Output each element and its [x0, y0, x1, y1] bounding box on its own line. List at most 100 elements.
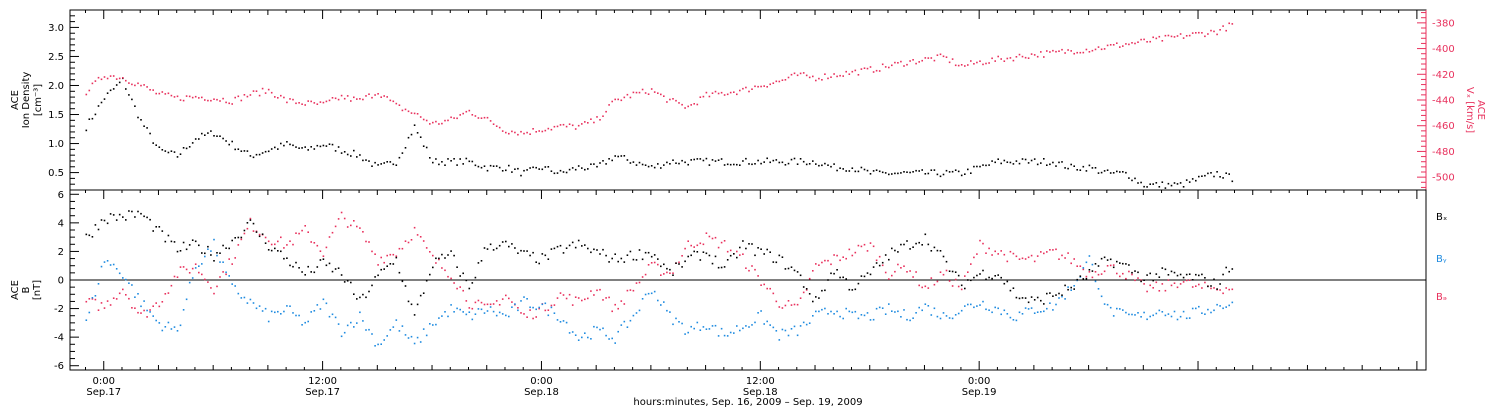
vx-point — [176, 95, 179, 98]
bx-point — [1088, 269, 1091, 271]
ion-density-point — [304, 146, 306, 148]
vx-point — [705, 91, 708, 94]
bx-point — [122, 216, 124, 218]
bx-point — [827, 279, 829, 281]
bz-point — [942, 273, 945, 276]
vx-point — [976, 61, 978, 64]
vx-point — [88, 89, 91, 92]
bx-point — [346, 280, 349, 282]
by-point — [447, 315, 449, 318]
by-point — [760, 310, 762, 312]
bx-point — [660, 265, 662, 268]
bx-point — [152, 230, 154, 232]
ion-density-point — [565, 171, 568, 174]
bz-point — [362, 231, 364, 233]
vx-point — [529, 133, 531, 135]
bz-point — [295, 232, 297, 234]
ion-density-point — [106, 92, 109, 94]
bx-point — [745, 247, 747, 250]
ion-density-point — [620, 155, 623, 157]
ion-density-point — [930, 169, 933, 171]
bx-point — [201, 252, 203, 254]
bz-point — [909, 270, 911, 272]
vx-point — [757, 85, 759, 88]
bz-point — [447, 275, 449, 278]
bz-point — [1103, 270, 1106, 273]
bx-point — [213, 260, 215, 262]
bx-point — [289, 264, 291, 267]
bz-point — [529, 309, 531, 311]
ion-density-point — [559, 169, 562, 172]
by-point — [653, 290, 656, 293]
bz-point — [508, 297, 510, 300]
bx-point — [1182, 276, 1185, 279]
vx-point — [535, 131, 537, 133]
bz-point — [319, 250, 322, 252]
by-point — [979, 304, 981, 306]
bx-point — [593, 248, 595, 251]
vx-point — [821, 79, 823, 81]
by-point — [304, 321, 306, 324]
bz-point — [243, 232, 246, 235]
ion-density-point — [915, 169, 917, 172]
by-point — [1015, 319, 1018, 322]
bz-point — [848, 248, 851, 251]
bx-point — [468, 287, 471, 290]
bz-point — [866, 250, 869, 252]
bz-point — [1073, 258, 1075, 260]
ion-density-point — [626, 159, 629, 161]
x-tick-date-label: Sep.17 — [305, 387, 340, 398]
ion-density-point — [772, 159, 775, 162]
bx-point — [471, 282, 474, 284]
bx-point — [699, 259, 702, 261]
ion-density-point — [535, 166, 537, 169]
vx-point — [501, 130, 504, 132]
bz-point — [343, 217, 346, 220]
vx-point — [1143, 38, 1145, 41]
ion-density-point — [483, 165, 486, 167]
by-point — [1064, 298, 1066, 300]
ion-density-point — [1100, 171, 1103, 174]
bx-point — [802, 286, 805, 288]
by-point — [778, 339, 781, 341]
by-point — [149, 311, 151, 313]
bz-point — [289, 240, 291, 242]
bz-point — [109, 304, 112, 306]
vx-point — [85, 93, 88, 96]
ion-density-point — [422, 145, 425, 147]
vx-point — [1015, 56, 1018, 58]
bz-point — [252, 230, 255, 232]
vx-point — [632, 91, 635, 94]
by-point — [374, 345, 376, 347]
bx-point — [1188, 273, 1191, 275]
vx-point — [939, 53, 942, 56]
bx-point — [647, 251, 650, 254]
by-point — [538, 306, 540, 309]
bx-point — [556, 245, 559, 248]
bz-point — [179, 266, 182, 268]
ion-density-point — [878, 170, 881, 173]
bx-point — [842, 276, 844, 279]
by-point — [802, 321, 805, 324]
bz-point — [614, 303, 616, 306]
ion-density-point — [863, 168, 866, 171]
ion-density-point — [137, 116, 139, 119]
bx-point — [422, 292, 425, 294]
ion-density-point — [371, 165, 373, 167]
bx-point — [280, 250, 282, 253]
by-point — [745, 325, 747, 327]
ion-density-point — [1182, 186, 1185, 188]
bz-point — [404, 240, 407, 242]
vx-point — [1067, 49, 1069, 51]
bx-point — [505, 240, 507, 243]
bx-point — [161, 230, 164, 232]
ion-density-point — [1030, 159, 1033, 162]
bz-point — [1128, 270, 1130, 273]
bz-point — [1043, 252, 1045, 255]
ion-density-point — [167, 151, 170, 154]
by-point — [228, 275, 230, 277]
by-point — [623, 320, 626, 323]
vx-point — [596, 116, 598, 118]
by-point — [188, 281, 191, 284]
bx-point — [149, 218, 151, 221]
